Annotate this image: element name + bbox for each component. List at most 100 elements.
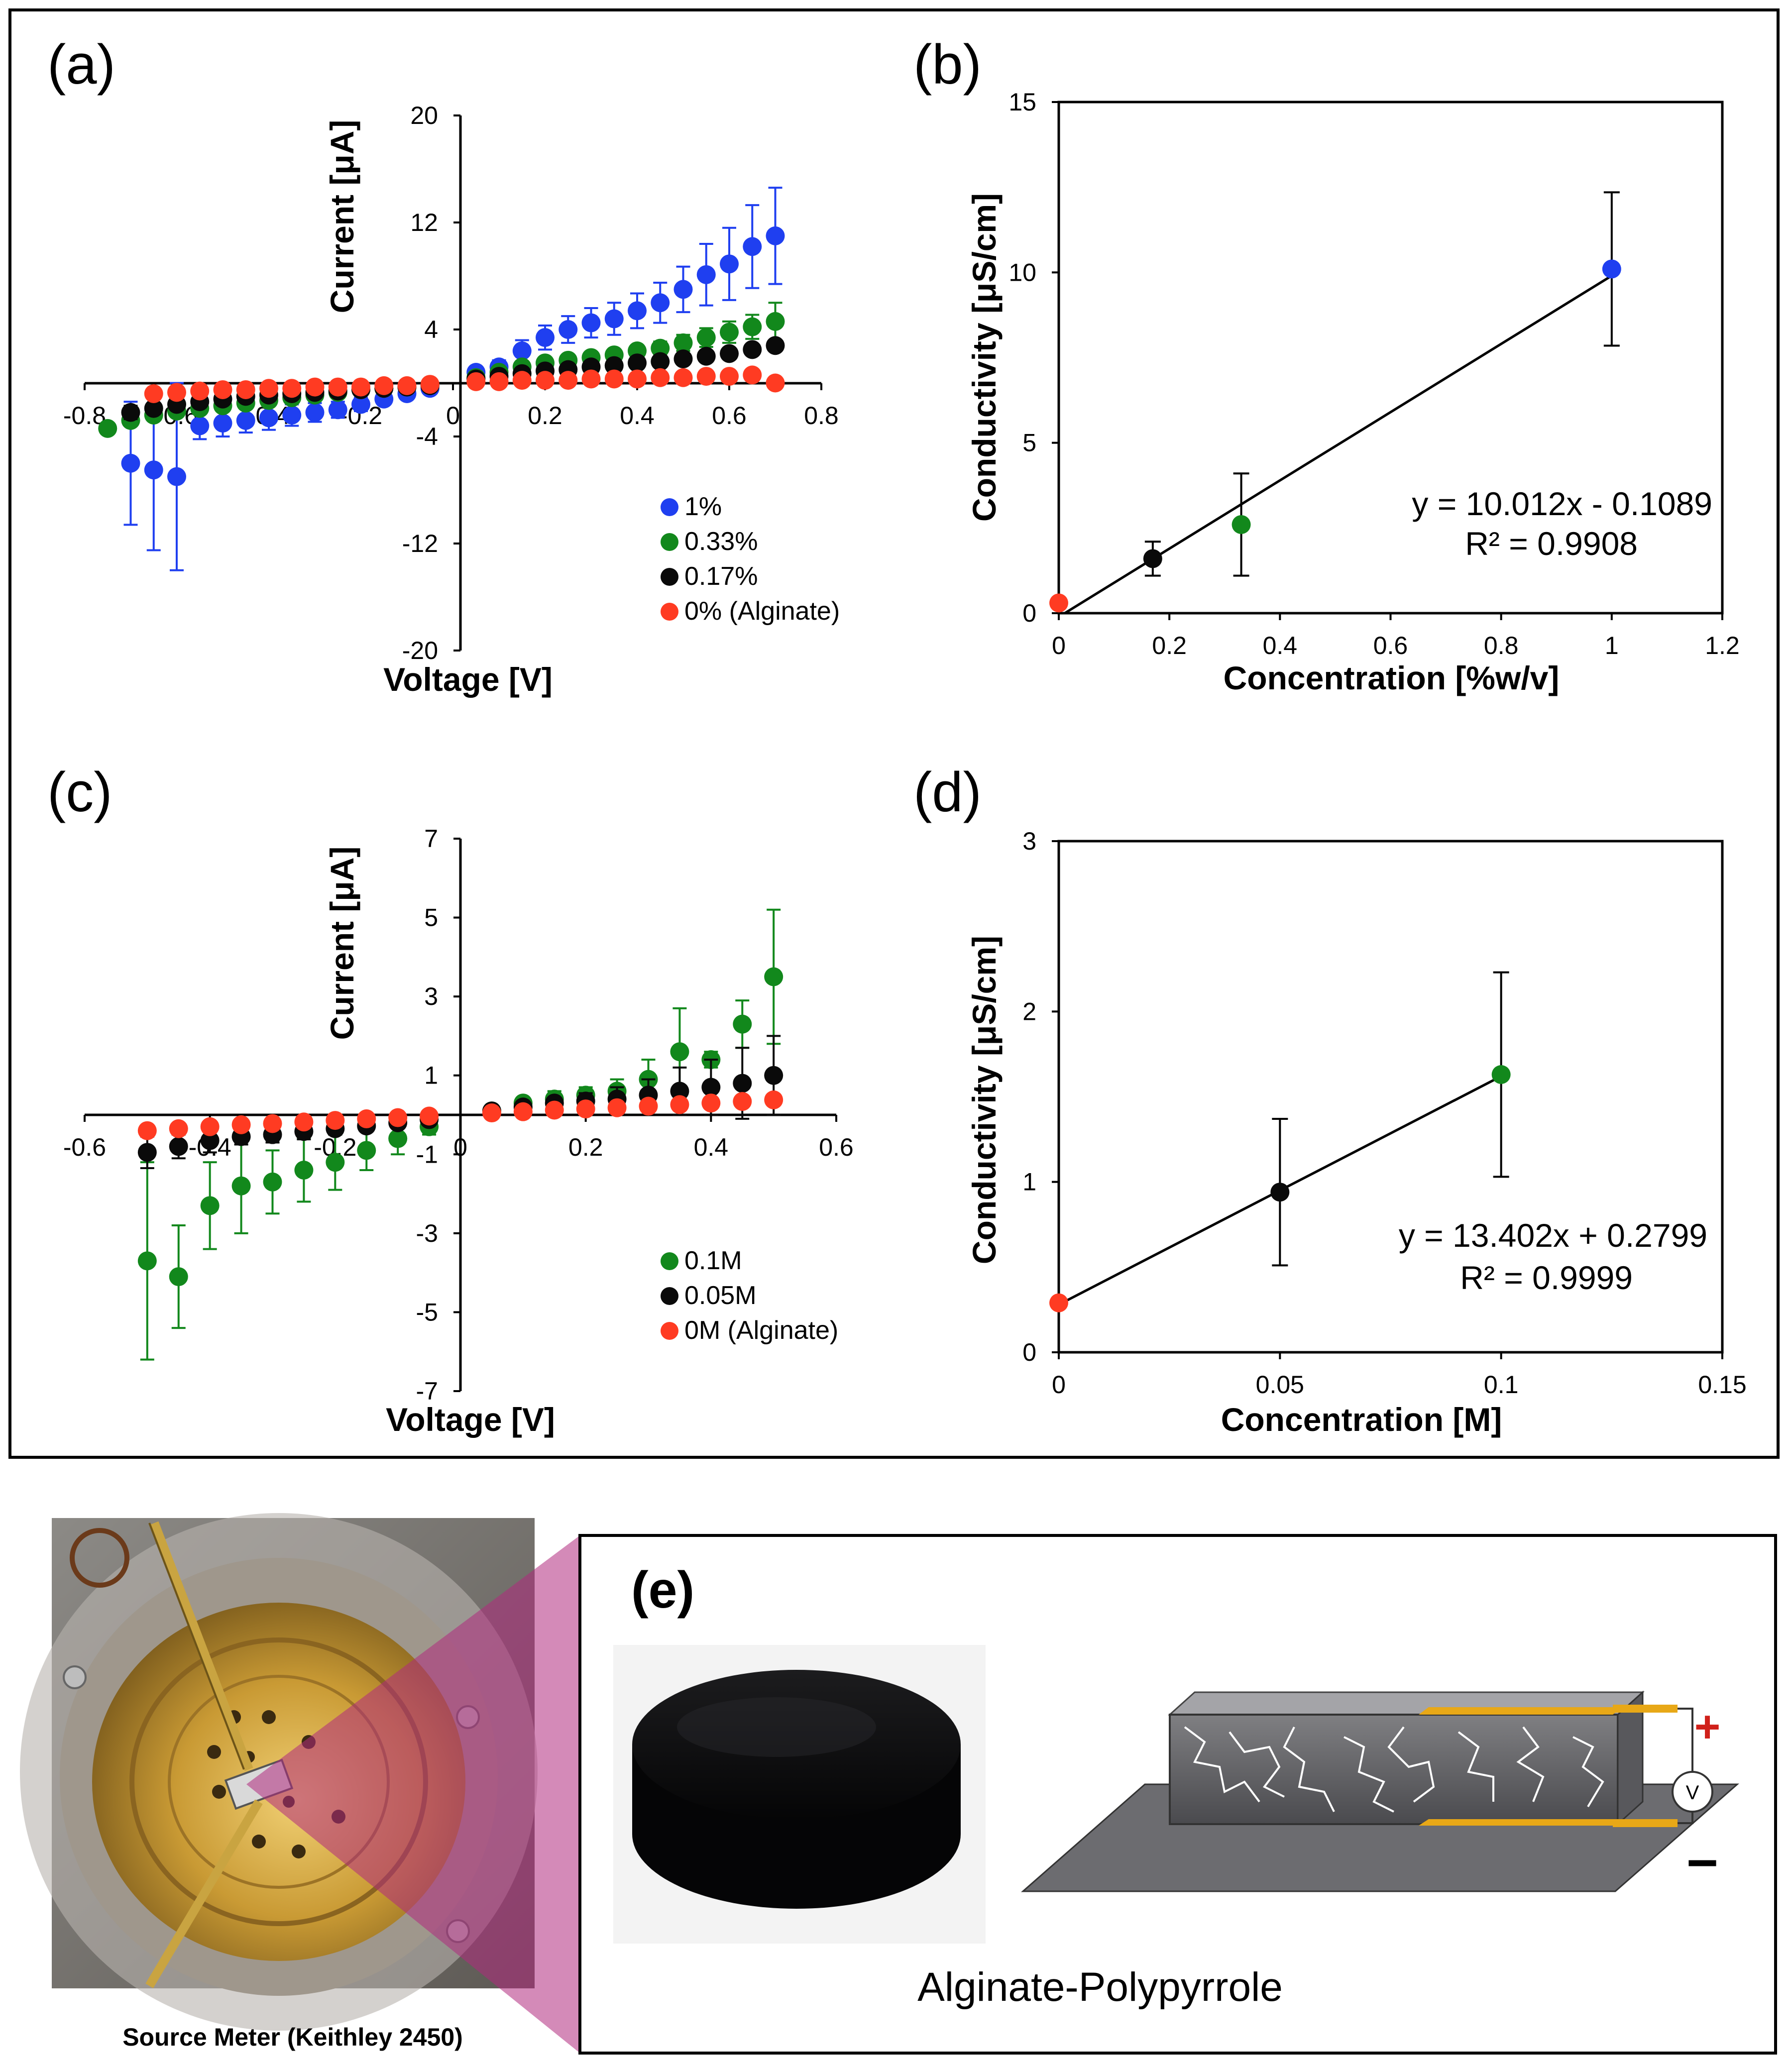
data-point: [326, 1153, 345, 1172]
data-point: [167, 383, 186, 402]
data-point: [604, 356, 624, 375]
data-point: [743, 317, 762, 336]
sample-disk-photo: [613, 1645, 986, 1944]
data-point: [743, 340, 762, 359]
legend-marker: [661, 533, 678, 551]
y-tick-label: 5: [424, 904, 438, 932]
legend-label: 1%: [684, 492, 722, 521]
data-point: [670, 1042, 689, 1062]
chart-d-conductivity: 3 2 1 00 0.05 0.1 0.15 Concentration [M] Conduct…: [966, 827, 1747, 1438]
data-point: [696, 328, 716, 347]
data-point: [259, 379, 278, 398]
x-axis-title: Voltage [V]: [383, 661, 553, 698]
data-point: [1049, 1293, 1068, 1312]
x-tick-label: 1: [1605, 632, 1619, 659]
data-point: [305, 403, 325, 422]
data-point: [764, 967, 784, 986]
panel-label-d: (d): [913, 761, 982, 823]
measurement-schematic: V + −: [1021, 1690, 1739, 1893]
y-axis-title: Conductivity [μS/cm]: [966, 193, 1003, 522]
data-point: [651, 293, 670, 313]
data-point: [1143, 549, 1162, 568]
data-point: [328, 377, 347, 397]
data-point: [294, 1161, 314, 1180]
legend-label: 0.17%: [684, 562, 758, 591]
data-point: [701, 1093, 721, 1113]
data-point: [696, 265, 716, 284]
data-point: [236, 411, 255, 430]
legend-label: 0.33%: [684, 527, 758, 556]
data-point: [628, 353, 647, 373]
fit-equation: y = 13.402x + 0.2799: [1399, 1217, 1707, 1254]
data-point: [536, 328, 555, 347]
data-point: [397, 376, 417, 395]
legend-label: 0.05M: [684, 1281, 757, 1310]
data-point: [673, 368, 693, 387]
data-point: [357, 1141, 376, 1160]
data-point: [169, 1267, 188, 1287]
data-point: [351, 395, 370, 414]
data-point: [200, 1131, 220, 1150]
data-point: [144, 384, 163, 403]
data-point: [200, 1117, 220, 1136]
x-tick-label: 0.6: [819, 1133, 854, 1161]
data-point: [766, 336, 785, 355]
x-tick-label: 0.8: [1484, 632, 1519, 659]
data-point: [559, 320, 578, 339]
data-point: [388, 1129, 408, 1148]
data-point: [720, 323, 739, 342]
y-tick-label: 0: [1022, 599, 1036, 627]
data-point: [213, 414, 232, 433]
data-point: [374, 376, 394, 395]
data-point: [482, 1103, 501, 1123]
legend-marker: [661, 1322, 678, 1340]
data-point: [512, 371, 532, 390]
x-tick-label: 0.05: [1256, 1371, 1304, 1399]
data-point: [766, 373, 785, 393]
fit-r-squared: R² = 0.9908: [1465, 525, 1638, 562]
legend-label: 0M (Alginate): [684, 1316, 838, 1345]
panel-label-c: (c): [47, 761, 112, 823]
data-point: [326, 1111, 345, 1130]
data-point: [720, 254, 739, 274]
x-tick-label: -0.6: [63, 1133, 106, 1161]
y-tick-label: -1: [416, 1140, 438, 1168]
data-point: [673, 280, 693, 299]
data-point: [545, 1100, 564, 1120]
y-tick-label: -5: [416, 1298, 438, 1326]
data-point: [696, 346, 716, 366]
y-tick-label: 5: [1022, 429, 1036, 457]
data-point: [513, 1102, 533, 1121]
y-tick-label: 1: [1022, 1168, 1036, 1196]
x-tick-label: 0: [446, 402, 460, 430]
data-point: [190, 416, 210, 435]
y-tick-label: -4: [416, 423, 438, 450]
data-point: [733, 1092, 752, 1111]
data-point: [651, 368, 670, 387]
fit-r-squared: R² = 0.9999: [1460, 1259, 1633, 1296]
data-point: [282, 406, 302, 425]
data-point: [576, 1099, 595, 1119]
minus-terminal: −: [1686, 1832, 1718, 1893]
data-point: [259, 408, 278, 428]
data-point: [200, 1196, 220, 1215]
y-tick-label: 10: [1008, 258, 1036, 286]
y-tick-label: 12: [410, 209, 438, 236]
data-point: [169, 1119, 188, 1138]
data-point: [137, 1121, 157, 1140]
panel-label-e: (e): [631, 1561, 694, 1619]
data-point: [1232, 515, 1251, 534]
data-point: [733, 1014, 752, 1034]
data-point: [1602, 259, 1621, 279]
y-tick-label: -12: [402, 530, 438, 557]
data-point: [420, 1106, 439, 1126]
legend-label: 0% (Alginate): [684, 597, 840, 626]
y-tick-label: 20: [410, 102, 438, 129]
x-tick-label: 1.2: [1705, 632, 1740, 659]
series-0-alginate-: [144, 365, 785, 403]
data-point: [764, 1066, 784, 1085]
data-point: [1270, 1183, 1290, 1202]
x-tick-label: 0.2: [568, 1133, 603, 1161]
y-tick-label: -20: [402, 637, 438, 664]
x-axis-title: Voltage [V]: [386, 1401, 555, 1438]
